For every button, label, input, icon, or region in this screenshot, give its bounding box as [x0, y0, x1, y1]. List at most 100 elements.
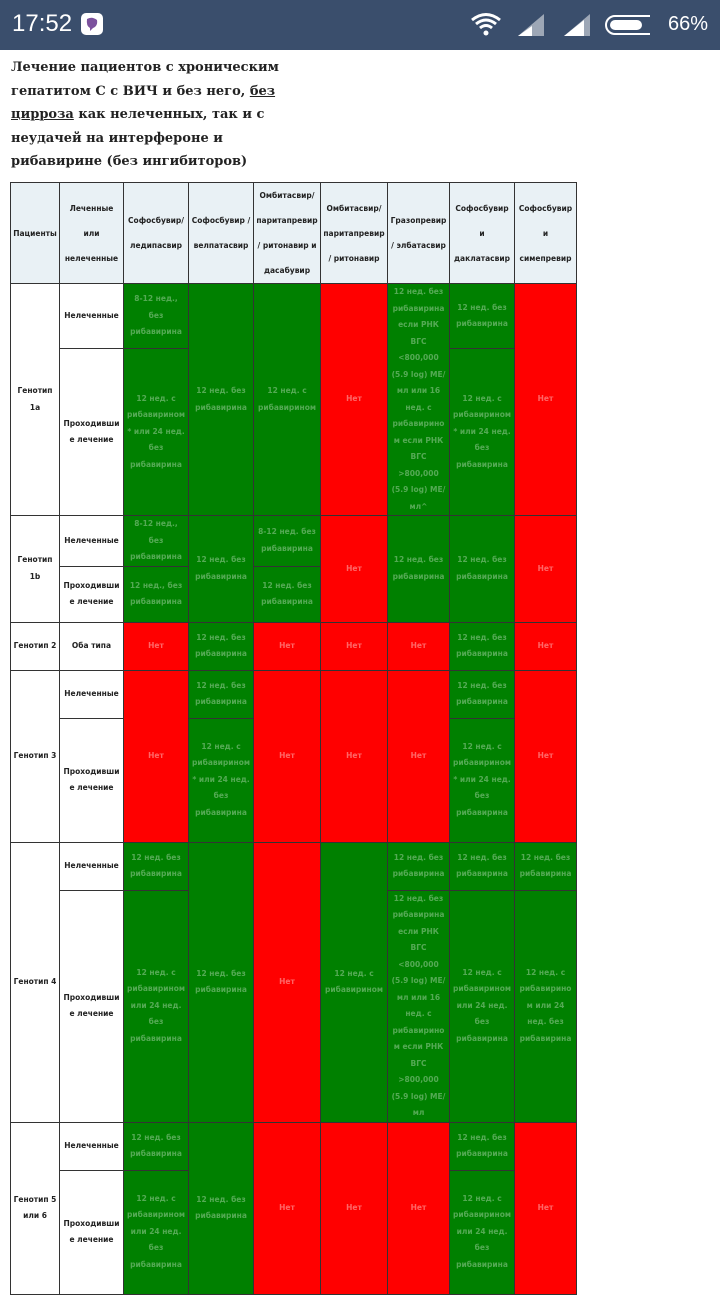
table-row: Генотип 3 Нелеченные Нет 12 нед. без рибави… [10, 669, 577, 843]
regimen-cell: Нет [514, 283, 577, 516]
regimen-cell: 12 нед. с рибавирином* или 24 нед. без р… [188, 717, 254, 843]
regimen-cell: 12 нед. с рибавирином* или 24 нед. без р… [123, 348, 189, 516]
column-header: Софосбувир/ ледипасвир [123, 182, 189, 284]
regimen-cell: 12 нед. без рибавирина [449, 669, 515, 719]
regimen-cell: 12 нед. без рибавирина [188, 515, 254, 623]
patients-cell: Нелеченные [59, 515, 124, 567]
regimen-cell: 12 нед. без рибавирина [449, 841, 515, 891]
regimen-cell: 12 нед. без рибавирина [514, 841, 577, 891]
title-text: как нелеченных, так и с неудачей на инте… [11, 107, 265, 169]
regimen-cell: 12 нед. без рибавирина [123, 1121, 189, 1171]
regimen-cell: 12 нед. без рибавирина [188, 669, 254, 719]
regimen-cell: Нет [514, 621, 577, 671]
regimen-cell: 12 нед. с рибавирином [253, 283, 321, 516]
title-text: Лечение пациентов с хроническим гепатито… [11, 60, 279, 99]
table-row: Генотип 2 Оба типа Нет 12 нед. без рибавири… [10, 621, 577, 671]
title-link[interactable]: без цирроза [11, 83, 276, 123]
treatment-table: Пациенты Леченные или нелеченные Софосбуви… [10, 182, 577, 1295]
regimen-cell: Нет [123, 669, 189, 843]
regimen-cell: 12 нед., без рибавирина [123, 565, 189, 623]
regimen-cell: 12 нед. без рибавирина [123, 841, 189, 891]
regimen-cell: Нет [514, 669, 577, 843]
table-row: Проходившие лечение 12 нед., без рибавири… [11, 565, 577, 623]
regimen-cell: 12 нед. без рибавирина [387, 841, 450, 891]
genotype-cell: Генотип 1a [10, 283, 60, 516]
regimen-cell: Нет [514, 515, 577, 623]
battery-level: 66% [667, 13, 708, 35]
column-header: Софосбувир / велпатасвир [188, 182, 254, 284]
regimen-cell: 12 нед. без рибавирина [253, 565, 321, 623]
column-header: Омбитасвир/ паритапревир/ ритонавир [320, 182, 388, 284]
regimen-cell: Нет [320, 1121, 388, 1295]
regimen-cell: Нет [320, 669, 388, 843]
regimen-cell: 12 нед. без рибавирина [188, 841, 254, 1123]
regimen-cell: 12 нед. с рибавирином или 24 нед. без ри… [449, 889, 515, 1123]
regimen-cell: 12 нед. без рибавирина [188, 283, 254, 516]
patients-cell: Нелеченные [59, 282, 124, 350]
regimen-cell: 12 нед. с рибавирином или 24 нед. без ри… [123, 889, 189, 1123]
column-header: Леченные или нелеченные [59, 182, 124, 284]
clock: 17:52 [12, 10, 73, 37]
regimen-cell: Нет [320, 621, 388, 671]
regimen-cell: 12 нед. с рибавирином* или 24 нед. без р… [449, 348, 515, 516]
patients-cell: Проходившие лечение [59, 1169, 124, 1295]
patients-cell: Оба типа [59, 621, 124, 671]
regimen-cell: Нет [253, 669, 321, 843]
regimen-cell: 12 нед. без рибавирина [449, 1121, 515, 1171]
regimen-cell: 12 нед. с рибавирином или 24 нед. без ри… [449, 1169, 515, 1295]
table-row: Проходившие лечение 12 нед. с рибавирином… [11, 717, 577, 843]
column-header: Софосбувир и даклатасвир [449, 182, 515, 284]
regimen-cell: Нет [387, 1121, 450, 1295]
regimen-cell: 8-12 нед. без рибавирина [253, 515, 321, 567]
regimen-cell: 8-12 нед., без рибавирина [123, 515, 189, 567]
patients-cell: Проходившие лечение [59, 717, 124, 843]
regimen-cell: 12 нед. без рибавирина [449, 515, 515, 623]
column-header: Софосбувир и симепревир [514, 182, 577, 284]
regimen-cell: Нет [387, 621, 450, 671]
regimen-cell: 12 нед. без рибавирина [449, 621, 515, 671]
genotype-cell: Генотип 1b [10, 515, 60, 623]
table-row: Генотип 1b Нелеченные 8-12 нед., без рибав… [10, 515, 577, 623]
table-row: Генотип 1a Нелеченные 8-12 нед., без рибав… [10, 282, 577, 516]
genotype-cell: Генотип 5 или 6 [10, 1121, 60, 1295]
regimen-cell: 12 нед. с рибавирином* или 24 нед. без р… [449, 717, 515, 843]
regimen-cell: 12 нед. без рибавирина если РНК ВГС <800… [387, 283, 450, 516]
regimen-cell: 12 нед. с рибавирином или 24 нед. без ри… [514, 889, 577, 1123]
table-row: Проходившие лечение 12 нед. с рибавирином… [11, 889, 577, 1123]
patients-cell: Нелеченные [59, 841, 124, 891]
patients-cell: Проходившие лечение [59, 348, 124, 516]
regimen-cell: Нет [253, 621, 321, 671]
article-title: Лечение пациентов с хроническим гепатито… [11, 56, 301, 174]
regimen-cell: 12 нед. без рибавирина [449, 282, 515, 350]
patients-cell: Проходившие лечение [59, 889, 124, 1123]
regimen-cell: Нет [320, 515, 388, 623]
regimen-cell: 12 нед. с рибавирином [320, 841, 388, 1123]
column-header: Пациенты [10, 182, 60, 284]
patients-cell: Нелеченные [59, 1121, 124, 1171]
regimen-cell: 8-12 нед., без рибавирина [123, 282, 189, 350]
regimen-cell: Нет [253, 1121, 321, 1295]
genotype-cell: Генотип 3 [10, 669, 60, 843]
regimen-cell: Нет [253, 841, 321, 1123]
regimen-cell: Нет [514, 1121, 577, 1295]
genotype-cell: Генотип 4 [10, 841, 60, 1123]
table-row: Генотип 4 Нелеченные 12 нед. без рибавирин… [10, 841, 577, 1123]
patients-cell: Проходившие лечение [59, 565, 124, 623]
column-header: Гразопревир/ элбатасвир [387, 182, 450, 284]
regimen-cell: Нет [123, 621, 189, 671]
table-row: Генотип 5 или 6 Нелеченные 12 нед. без риб… [10, 1121, 577, 1295]
column-header: Омбитасвир/ паритапревир/ ритонавир и да… [253, 182, 321, 284]
regimen-cell: 12 нед. без рибавирина [188, 621, 254, 671]
genotype-cell: Генотип 2 [10, 621, 60, 671]
table-row: Проходившие лечение 12 нед. с рибавирином… [11, 348, 577, 516]
regimen-cell: Нет [387, 669, 450, 843]
patients-cell: Нелеченные [59, 669, 124, 719]
regimen-cell: 12 нед. без рибавирина если РНК ВГС <800… [387, 889, 450, 1123]
regimen-cell: 12 нед. без рибавирина [387, 515, 450, 623]
status-bar: 17:52 66% [0, 0, 720, 50]
regimen-cell: Нет [320, 283, 388, 516]
regimen-cell: 12 нед. с рибавирином или 24 нед. без ри… [123, 1169, 189, 1295]
status-icons [471, 13, 650, 36]
viber-icon [81, 13, 103, 35]
